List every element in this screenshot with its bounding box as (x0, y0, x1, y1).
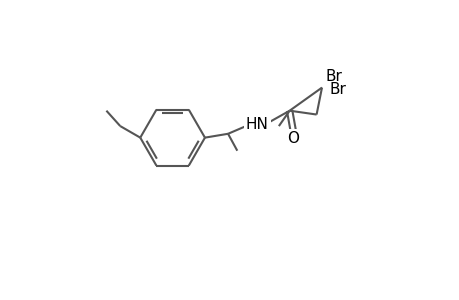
Text: Br: Br (325, 69, 342, 84)
Text: Br: Br (329, 82, 346, 97)
Text: O: O (287, 131, 299, 146)
Text: HN: HN (246, 117, 268, 132)
